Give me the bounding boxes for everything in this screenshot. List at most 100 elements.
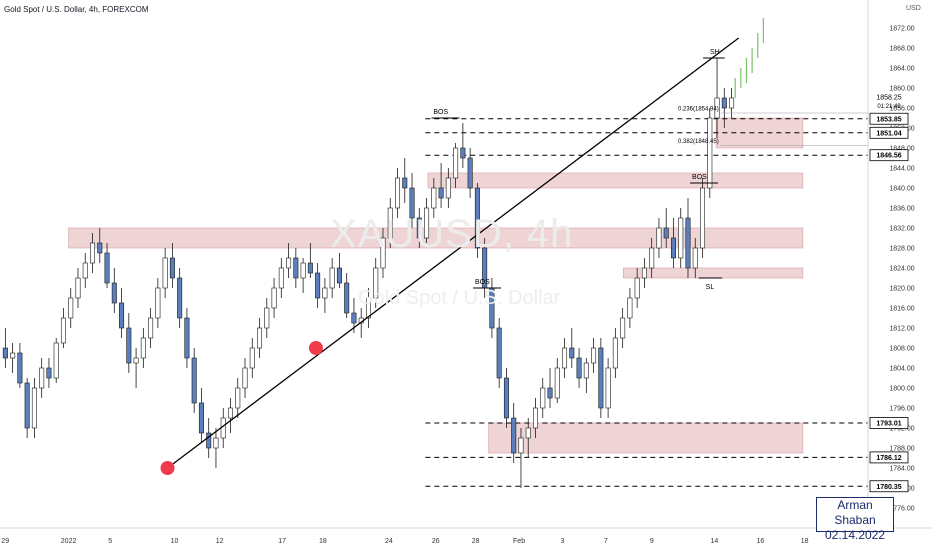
candle-body	[729, 97, 735, 109]
price-tick-label: 1800.00	[889, 386, 914, 393]
candle-body	[373, 267, 379, 299]
candle-body	[663, 227, 669, 239]
last-price-label: 1858.25	[876, 94, 901, 101]
candle-body	[177, 277, 183, 319]
time-tick-label: 17	[278, 538, 286, 545]
candle-body	[627, 297, 633, 319]
candle-body	[721, 97, 727, 109]
candle-body	[562, 347, 568, 369]
candle-body	[24, 382, 30, 429]
candle-body	[351, 312, 357, 324]
bos-label-0: BOS	[433, 109, 448, 116]
time-tick-label: 2022	[61, 538, 77, 545]
candle-body	[17, 352, 23, 384]
candle-body	[518, 437, 524, 454]
candle-body	[692, 247, 698, 269]
time-tick-label: 16	[756, 538, 764, 545]
candle-body	[257, 327, 263, 349]
candle-body	[395, 177, 401, 209]
watermark-ticker: XAUUSD, 4h	[330, 212, 574, 256]
candle-body	[649, 247, 655, 269]
candle-body	[329, 267, 335, 289]
countdown-label: 01:21:49	[877, 104, 901, 110]
candle-body	[656, 227, 662, 249]
candle-body	[75, 277, 81, 299]
candle-body	[700, 187, 706, 249]
candle-body	[322, 287, 328, 299]
watermark-name: Gold Spot / U.S. Dollar	[358, 287, 561, 309]
candle-body	[678, 217, 684, 259]
level-price-tag-4	[869, 451, 909, 464]
candle-body	[714, 97, 720, 119]
price-tick-label: 1844.00	[889, 166, 914, 173]
price-tick-label: 1776.00	[889, 506, 914, 513]
time-tick-label: 5	[108, 538, 112, 545]
price-tick-label: 1820.00	[889, 286, 914, 293]
level-price-label-1: 1851.04	[876, 130, 901, 137]
level-price-tag-3	[869, 417, 909, 429]
candle-body	[184, 317, 190, 359]
trendline	[167, 37, 740, 469]
level-price-label-0: 1853.85	[876, 116, 901, 123]
candle-body	[46, 367, 52, 379]
candle-body	[31, 387, 37, 429]
price-tick-label: 1816.00	[889, 306, 914, 313]
candle-body	[206, 432, 212, 449]
candle-body	[634, 277, 640, 299]
price-tick-label: 1836.00	[889, 206, 914, 213]
candle-body	[554, 367, 560, 399]
candle-body	[532, 407, 538, 429]
candle-body	[336, 267, 342, 284]
symbol-title: Gold Spot / U.S. Dollar, 4h, FOREXCOM	[4, 5, 149, 14]
signature-box: Arman Shaban 02.14.2022	[816, 497, 894, 542]
level-price-tag-5	[869, 480, 909, 493]
price-tick-label: 1804.00	[889, 366, 914, 373]
candle-body	[249, 347, 255, 369]
time-tick-label: 28	[472, 538, 480, 545]
candle-body	[576, 357, 582, 379]
time-tick-label: 3	[561, 538, 565, 545]
price-tick-label: 1792.00	[889, 426, 914, 433]
price-tick-label: 1788.00	[889, 446, 914, 453]
trend-touch-marker-1	[308, 341, 323, 355]
candle-body	[300, 262, 306, 279]
price-tick-label: 1848.00	[889, 146, 914, 153]
candle-body	[104, 252, 110, 284]
candle-body	[148, 317, 154, 339]
candle-body	[569, 347, 575, 359]
candle-body	[612, 337, 618, 369]
candle-body	[39, 367, 45, 389]
price-tick-label: 1808.00	[889, 346, 914, 353]
level-price-label-3: 1793.01	[876, 420, 901, 427]
price-tick-label: 1812.00	[889, 326, 914, 333]
candle-body	[620, 317, 626, 339]
price-tick-label: 1860.00	[889, 86, 914, 93]
candle-body	[707, 117, 713, 189]
candle-body	[278, 267, 284, 289]
candle-body	[60, 317, 66, 344]
level-price-tag-1	[869, 126, 909, 139]
candle-body	[53, 342, 59, 379]
candle-body	[307, 262, 313, 274]
candle-body	[409, 187, 415, 219]
bos-label-2: BOS	[692, 174, 707, 181]
candle-body	[424, 207, 430, 239]
time-tick-label: 7	[604, 538, 608, 545]
candle-body	[169, 257, 175, 279]
candle-body	[503, 377, 509, 419]
time-tick-label: Feb	[513, 538, 525, 545]
level-price-tag-0	[869, 112, 909, 125]
candle-body	[453, 147, 459, 179]
level-price-label-2: 1846.56	[876, 153, 901, 160]
candle-body	[438, 187, 444, 199]
candle-body	[133, 357, 139, 364]
demand-supply-zone-3	[622, 267, 804, 279]
price-tick-label: 1856.00	[889, 106, 914, 113]
candle-body	[10, 352, 16, 359]
candle-body	[496, 327, 502, 379]
candle-body	[315, 272, 321, 299]
candle-body	[467, 157, 473, 189]
candle-body	[242, 367, 248, 389]
